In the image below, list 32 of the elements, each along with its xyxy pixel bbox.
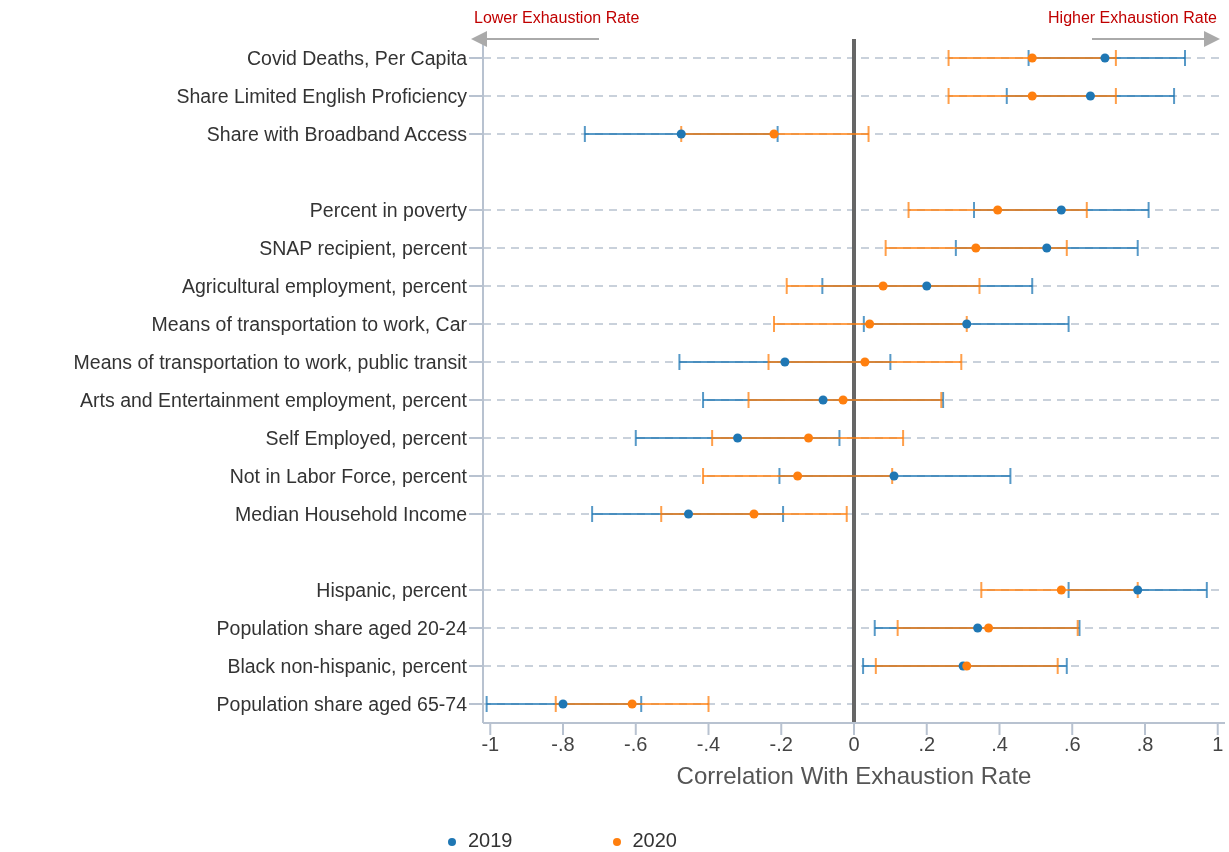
y-tick-label: SNAP recipient, percent bbox=[259, 236, 468, 259]
text: Lower Exhaustion Rate bbox=[474, 9, 640, 27]
y-tick-label: Population share aged 20-24 bbox=[216, 616, 468, 639]
text: Higher Exhaustion Rate bbox=[1048, 9, 1217, 27]
legend-label: 2020 bbox=[632, 829, 677, 851]
x-tick-label: -.4 bbox=[696, 733, 721, 756]
y-tick-label: Means of transportation to work, public transit bbox=[73, 350, 468, 373]
legend-label: 2019 bbox=[468, 829, 513, 851]
y-tick-label: Median Household Income bbox=[235, 502, 467, 525]
x-tick-label: -.6 bbox=[624, 733, 648, 756]
y-tick-label: Hispanic, percent bbox=[316, 578, 468, 601]
y-tick-label: Not in Labor Force, percent bbox=[229, 464, 468, 487]
y-tick-label: Means of transportation to work, Car bbox=[151, 312, 468, 335]
y-tick-label: Agricultural employment, percent bbox=[181, 274, 468, 297]
x-axis-title: Correlation With Exhaustion Rate bbox=[676, 762, 1032, 790]
y-tick-label: Self Employed, percent bbox=[265, 426, 468, 449]
x-tick-label: -.8 bbox=[551, 733, 575, 756]
y-tick-label: Arts and Entertainment employment, percent bbox=[80, 388, 468, 411]
y-tick-label: Share Limited English Proficiency bbox=[176, 84, 468, 107]
x-tick-label: 1 bbox=[1212, 733, 1224, 756]
x-tick-label: -.2 bbox=[769, 733, 793, 756]
x-tick-label: -1 bbox=[481, 733, 500, 756]
y-tick-label: Population share aged 65-74 bbox=[216, 692, 468, 715]
x-tick-label: .8 bbox=[1136, 733, 1154, 756]
y-tick-label: Covid Deaths, Per Capita bbox=[246, 46, 468, 69]
y-tick-label: Percent in poverty bbox=[309, 198, 468, 221]
x-tick-label: .2 bbox=[918, 733, 936, 756]
x-tick-label: 0 bbox=[848, 733, 860, 756]
x-tick-label: .4 bbox=[991, 733, 1008, 756]
y-tick-label: Black non-hispanic, percent bbox=[227, 654, 468, 677]
y-tick-label: Share with Broadband Access bbox=[206, 122, 468, 145]
x-tick-label: .6 bbox=[1063, 733, 1081, 756]
